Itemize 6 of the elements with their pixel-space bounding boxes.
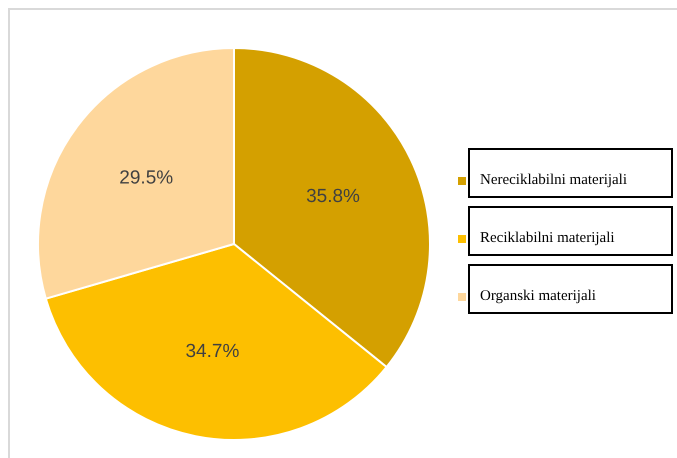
data-label: 34.7%	[185, 341, 240, 362]
data-label: 29.5%	[119, 168, 174, 189]
legend-label: Nereciklabilni materijali	[480, 172, 628, 189]
data-label: 35.8%	[306, 186, 360, 208]
legend-label: Reciklabilni materijali	[480, 230, 615, 247]
legend-label: Organski materijali	[480, 288, 596, 305]
